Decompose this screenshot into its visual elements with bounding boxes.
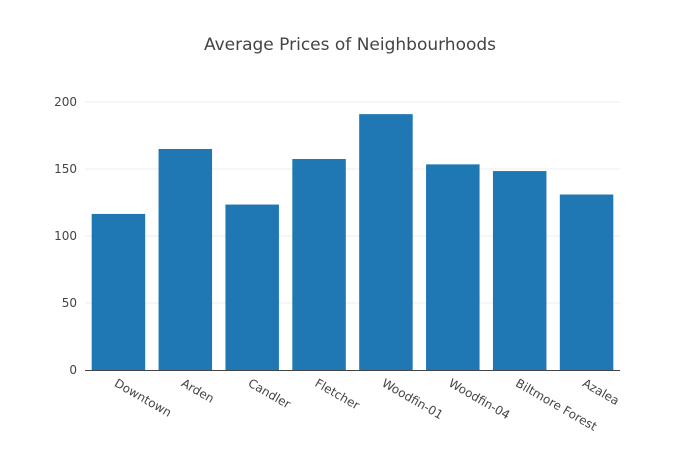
bar[interactable] <box>225 204 279 370</box>
y-tick-label: 50 <box>62 296 77 310</box>
y-tick-label: 200 <box>54 95 77 109</box>
chart-title: Average Prices of Neighbourhoods <box>204 35 496 55</box>
y-axis: 0 50 100 150 200 <box>54 95 77 377</box>
x-tick-label: Woodfin-04 <box>446 376 512 422</box>
x-tick-label: Downtown <box>112 376 174 420</box>
x-tick-label: Woodfin-01 <box>379 376 445 422</box>
bar[interactable] <box>559 194 614 370</box>
y-tick-label: 150 <box>54 162 77 176</box>
x-axis: Downtown Arden Candler Fletcher Woodfin-01 Wo… <box>85 370 622 434</box>
bar[interactable] <box>91 213 146 370</box>
x-tick-label: Fletcher <box>313 376 362 413</box>
bar[interactable] <box>292 159 346 370</box>
y-tick-label: 100 <box>54 229 77 243</box>
bars <box>91 114 614 370</box>
x-tick-label: Candler <box>246 376 293 411</box>
bar[interactable] <box>492 171 547 370</box>
bar[interactable] <box>426 164 480 370</box>
x-tick-label: Arden <box>179 376 217 406</box>
bar[interactable] <box>359 114 413 370</box>
bar[interactable] <box>158 148 213 370</box>
x-tick-label: Azalea <box>580 376 622 408</box>
y-tick-label: 0 <box>69 363 77 377</box>
